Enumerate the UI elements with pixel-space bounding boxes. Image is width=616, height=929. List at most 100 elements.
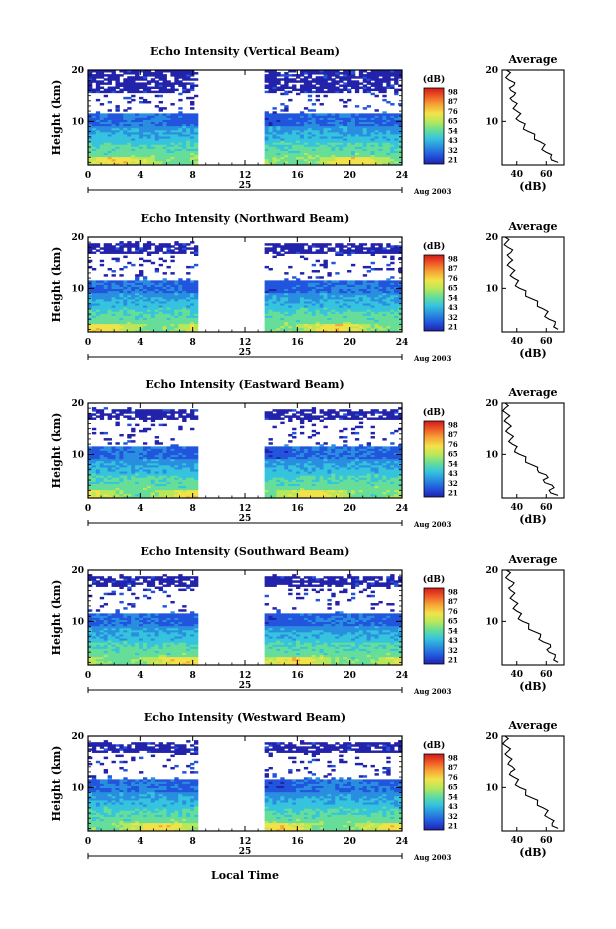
heatmap-cell (315, 78, 320, 81)
heatmap-cell (323, 315, 328, 318)
heatmap-cell (354, 284, 360, 287)
heatmap-cell (370, 152, 375, 156)
heatmap-cell (182, 84, 187, 87)
heatmap-cell (119, 413, 124, 416)
heatmap-cell (123, 450, 128, 453)
heatmap-cell (394, 70, 399, 73)
heatmap-cell (139, 298, 144, 302)
heatmap-cell (331, 134, 336, 137)
heatmap-cell (127, 417, 132, 420)
heatmap-cell (131, 319, 136, 323)
heatmap-cell (307, 305, 313, 308)
heatmap-cell (99, 409, 105, 412)
heatmap-cell (366, 327, 372, 331)
heatmap-cell (280, 298, 285, 302)
heatmap-cell (264, 80, 269, 83)
heatmap-cell (115, 442, 120, 445)
heatmap-cell (378, 160, 383, 164)
heatmap-cell (358, 307, 364, 310)
heatmap-cell (292, 134, 297, 137)
heatmap-cell (158, 477, 163, 480)
heatmap-cell (178, 282, 183, 285)
heatmap-cell (174, 146, 179, 149)
heatmap-cell (362, 243, 368, 246)
heatmap-cell (162, 485, 167, 489)
heatmap-cell (115, 247, 120, 250)
x-tick-label: 16 (291, 338, 304, 348)
heatmap-cell (362, 148, 368, 151)
heatmap-cell (382, 156, 387, 160)
heatmap-cell (311, 327, 317, 331)
heatmap-cell (382, 121, 387, 125)
heatmap-cell (292, 160, 297, 164)
heatmap-cell (374, 280, 379, 283)
heatmap-cell (272, 88, 277, 92)
heatmap-cell (350, 315, 356, 318)
heatmap-cell (115, 158, 120, 162)
heatmap-cell (162, 448, 167, 451)
heatmap-cell (162, 454, 167, 458)
heatmap-cell (303, 129, 309, 133)
heatmap-cell (382, 309, 387, 312)
heatmap-cell (127, 323, 132, 327)
heatmap-cell (174, 76, 179, 79)
heatmap-cell (264, 305, 269, 308)
heatmap-cell (131, 144, 136, 147)
heatmap-cell (123, 286, 128, 290)
heatmap-cell (296, 117, 301, 120)
heatmap-cell (88, 469, 93, 472)
heatmap-cell (276, 329, 281, 333)
heatmap-cell (166, 467, 171, 470)
heatmap-cell (315, 121, 320, 125)
heatmap-cell (319, 140, 324, 143)
heatmap-cell (186, 156, 191, 160)
heatmap-cell (166, 129, 171, 133)
heatmap-cell (150, 261, 156, 265)
heatmap-cell (107, 485, 112, 489)
heatmap-cell (323, 136, 328, 139)
heatmap-cell (280, 138, 285, 141)
heatmap-cell (135, 493, 140, 497)
colorbar-tick-label: 87 (448, 264, 458, 273)
heatmap-cell (119, 448, 124, 451)
heatmap-cell (347, 127, 352, 131)
heatmap-cell (115, 305, 120, 308)
heatmap-cell (150, 140, 156, 143)
heatmap-cell (131, 303, 136, 306)
heatmap-cell (288, 121, 293, 125)
x-tick-label: 12 (239, 171, 252, 181)
heatmap-cell (142, 327, 148, 331)
heatmap-cell (119, 311, 124, 314)
heatmap-cell (182, 90, 187, 94)
heatmap-cell (135, 446, 140, 449)
heatmap-cell (154, 286, 160, 290)
heatmap-cell (347, 152, 352, 156)
heatmap-cell (170, 315, 175, 318)
heatmap-cell (386, 315, 391, 318)
heatmap-cell (170, 282, 175, 285)
heatmap-cell (111, 280, 116, 283)
heatmap-cell (299, 80, 305, 83)
heatmap-cell (186, 282, 191, 285)
heatmap-cell (119, 495, 124, 499)
heatmap-cell (91, 150, 97, 154)
heatmap-cell (272, 146, 277, 149)
heatmap-cell (139, 429, 144, 433)
heatmap-cell (178, 313, 183, 316)
heatmap-cell (374, 88, 379, 92)
heatmap-cell (347, 317, 352, 321)
heatmap-cell (162, 78, 167, 81)
heatmap-cell (107, 471, 112, 474)
heatmap-cell (390, 321, 395, 325)
heatmap-cell (103, 152, 109, 156)
heatmap-cell (311, 315, 317, 318)
heatmap-cell (288, 117, 293, 120)
heatmap-cell (178, 162, 183, 166)
heatmap-cell (162, 156, 167, 160)
heatmap-cell (390, 251, 395, 254)
heatmap-cell (166, 243, 171, 246)
heatmap-cell (166, 409, 171, 412)
heatmap-cell (150, 454, 156, 458)
heatmap-cell (292, 305, 297, 308)
heatmap-cell (292, 243, 297, 246)
